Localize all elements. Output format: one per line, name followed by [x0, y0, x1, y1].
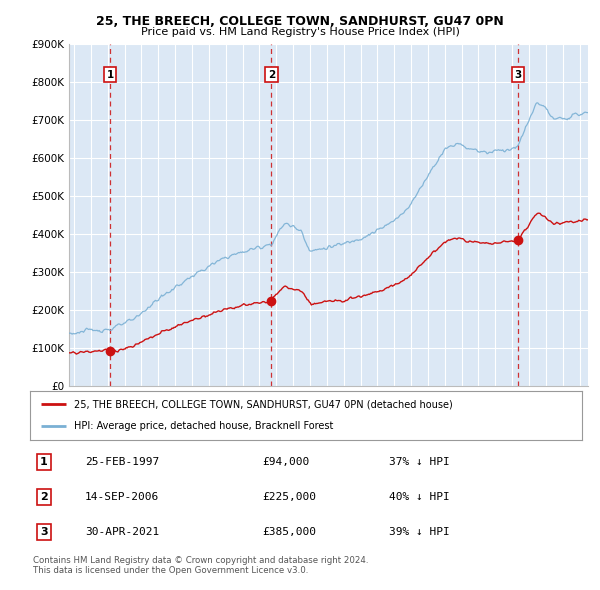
Text: Price paid vs. HM Land Registry's House Price Index (HPI): Price paid vs. HM Land Registry's House … — [140, 27, 460, 37]
Text: HPI: Average price, detached house, Bracknell Forest: HPI: Average price, detached house, Brac… — [74, 421, 334, 431]
Text: 14-SEP-2006: 14-SEP-2006 — [85, 492, 160, 502]
Text: 30-APR-2021: 30-APR-2021 — [85, 527, 160, 537]
Text: 37% ↓ HPI: 37% ↓ HPI — [389, 457, 449, 467]
Text: 25, THE BREECH, COLLEGE TOWN, SANDHURST, GU47 0PN (detached house): 25, THE BREECH, COLLEGE TOWN, SANDHURST,… — [74, 399, 453, 409]
Text: 3: 3 — [40, 527, 47, 537]
Text: 25, THE BREECH, COLLEGE TOWN, SANDHURST, GU47 0PN: 25, THE BREECH, COLLEGE TOWN, SANDHURST,… — [96, 15, 504, 28]
Text: 2: 2 — [40, 492, 47, 502]
Text: 39% ↓ HPI: 39% ↓ HPI — [389, 527, 449, 537]
Text: Contains HM Land Registry data © Crown copyright and database right 2024.
This d: Contains HM Land Registry data © Crown c… — [33, 556, 368, 575]
Text: £225,000: £225,000 — [262, 492, 316, 502]
Text: 40% ↓ HPI: 40% ↓ HPI — [389, 492, 449, 502]
Text: 2: 2 — [268, 70, 275, 80]
Text: £94,000: £94,000 — [262, 457, 309, 467]
Text: £385,000: £385,000 — [262, 527, 316, 537]
Text: 1: 1 — [40, 457, 47, 467]
Text: 3: 3 — [514, 70, 521, 80]
Text: 1: 1 — [106, 70, 113, 80]
Text: 25-FEB-1997: 25-FEB-1997 — [85, 457, 160, 467]
